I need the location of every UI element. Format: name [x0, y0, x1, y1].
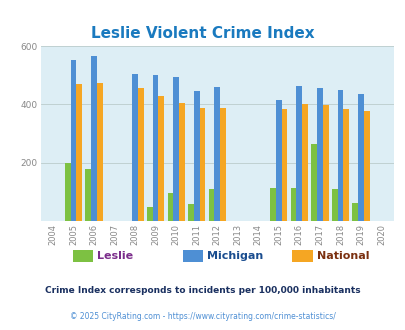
- Bar: [316, 88, 322, 221]
- Bar: [352, 203, 357, 221]
- Text: Crime Index corresponds to incidents per 100,000 inhabitants: Crime Index corresponds to incidents per…: [45, 286, 360, 295]
- Text: Leslie Violent Crime Index: Leslie Violent Crime Index: [91, 25, 314, 41]
- Bar: [188, 204, 193, 221]
- Bar: [179, 103, 184, 221]
- Bar: [76, 84, 82, 221]
- Bar: [152, 75, 158, 221]
- Bar: [220, 108, 225, 221]
- Bar: [147, 207, 152, 221]
- Text: Leslie: Leslie: [97, 251, 133, 261]
- Bar: [70, 60, 76, 221]
- Bar: [331, 189, 337, 221]
- Bar: [65, 163, 70, 221]
- Bar: [208, 189, 214, 221]
- Text: National: National: [316, 251, 368, 261]
- Bar: [173, 77, 179, 221]
- Bar: [290, 188, 296, 221]
- Text: © 2025 CityRating.com - https://www.cityrating.com/crime-statistics/: © 2025 CityRating.com - https://www.city…: [70, 312, 335, 321]
- Bar: [343, 110, 348, 221]
- Bar: [363, 111, 369, 221]
- Text: Michigan: Michigan: [207, 251, 263, 261]
- Bar: [199, 108, 205, 221]
- Bar: [91, 56, 97, 221]
- Bar: [193, 91, 199, 221]
- Bar: [337, 90, 343, 221]
- Bar: [281, 110, 287, 221]
- Bar: [296, 86, 301, 221]
- Bar: [357, 94, 363, 221]
- Bar: [214, 87, 220, 221]
- Bar: [132, 74, 138, 221]
- Bar: [85, 169, 91, 221]
- Bar: [301, 105, 307, 221]
- Bar: [167, 193, 173, 221]
- Bar: [311, 144, 316, 221]
- Bar: [97, 83, 102, 221]
- Bar: [322, 105, 328, 221]
- Bar: [158, 96, 164, 221]
- Bar: [138, 87, 143, 221]
- Bar: [270, 187, 275, 221]
- Bar: [275, 100, 281, 221]
